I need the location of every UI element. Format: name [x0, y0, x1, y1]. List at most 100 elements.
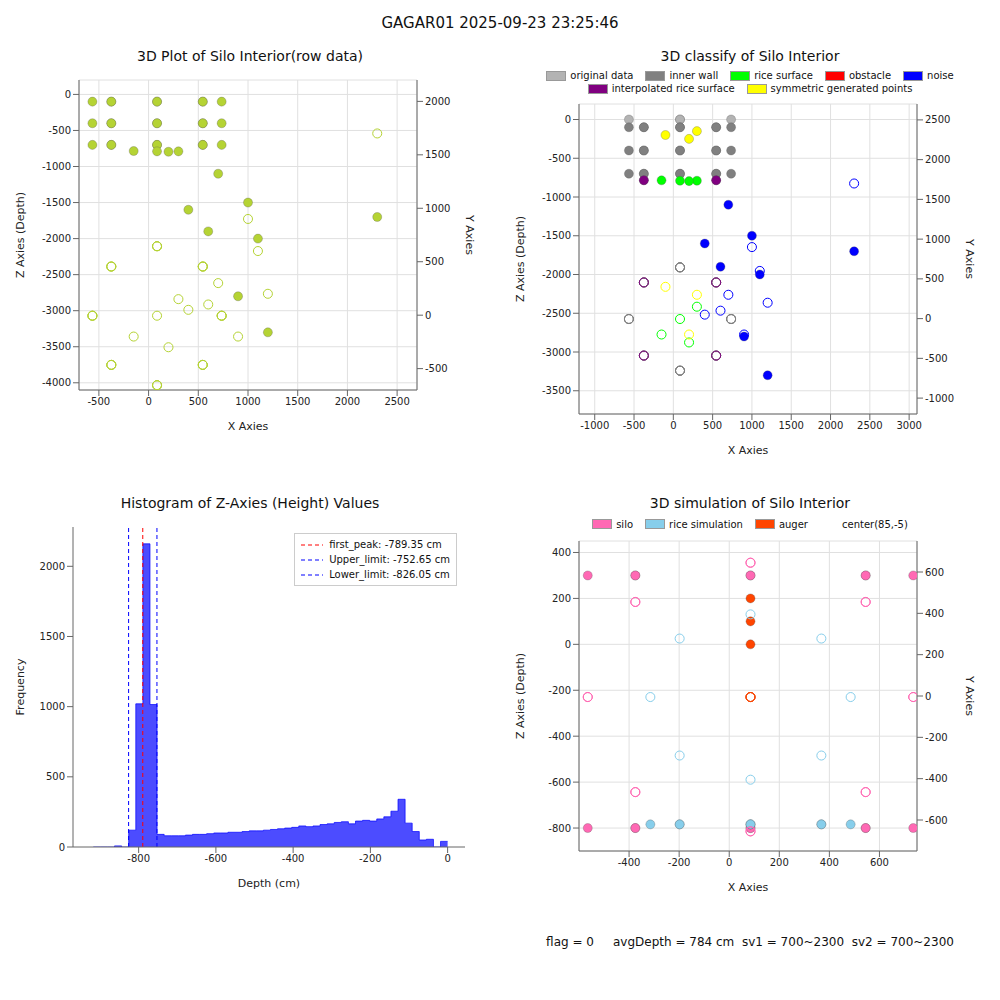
html-text:auger: auger	[778, 518, 808, 530]
svg-text:1000: 1000	[425, 203, 450, 214]
svg-text:-200: -200	[925, 732, 948, 743]
svg-text:Z Axies (Depth): Z Axies (Depth)	[14, 192, 27, 278]
svg-text:500: 500	[703, 420, 722, 431]
svg-text:0: 0	[565, 114, 571, 125]
svg-text:-3000: -3000	[542, 347, 571, 358]
html-text:original data: original data	[570, 70, 634, 81]
svg-text:-600: -600	[205, 853, 228, 864]
svg-text:Y Axies: Y Axies	[963, 675, 976, 716]
svg-text:2000: 2000	[335, 396, 360, 407]
svg-text:X Axies: X Axies	[728, 444, 769, 457]
svg-text:1000: 1000	[235, 396, 260, 407]
svg-text:-2000: -2000	[42, 233, 71, 244]
svg-text:-2500: -2500	[542, 308, 571, 319]
svg-text:-1000: -1000	[925, 393, 954, 404]
svg-text:0: 0	[925, 313, 931, 324]
svg-text:0: 0	[65, 89, 71, 100]
svg-text:0: 0	[565, 639, 571, 650]
svg-text:1500: 1500	[925, 194, 950, 205]
html-text:inner wall: inner wall	[669, 70, 719, 81]
svg-text:0: 0	[425, 310, 431, 321]
svg-text:-500: -500	[88, 396, 111, 407]
svg-text:1500: 1500	[40, 631, 65, 642]
svg-text:2000: 2000	[818, 420, 843, 431]
svg-text:-500: -500	[623, 420, 646, 431]
svg-text:1000: 1000	[739, 420, 764, 431]
svg-text:-400: -400	[548, 731, 571, 742]
html-text:silo: silo	[616, 518, 633, 530]
svg-text:2000: 2000	[425, 96, 450, 107]
svg-text:-3500: -3500	[42, 341, 71, 352]
svg-text:0: 0	[925, 691, 931, 702]
svg-text:200: 200	[552, 593, 571, 604]
svg-text:2500: 2500	[384, 396, 409, 407]
svg-text:-1500: -1500	[42, 197, 71, 208]
svg-text:-1500: -1500	[542, 230, 571, 241]
svg-text:2500: 2500	[857, 420, 882, 431]
html-text:3D simulation of Silo Interior: 3D simulation of Silo Interior	[649, 495, 851, 511]
svg-text:Depth (cm): Depth (cm)	[238, 877, 300, 890]
svg-text:-500: -500	[48, 125, 71, 136]
svg-text:Y Axies: Y Axies	[463, 214, 476, 255]
svg-text:1500: 1500	[285, 396, 310, 407]
svg-text:-500: -500	[925, 353, 948, 364]
svg-text:-500: -500	[425, 363, 448, 374]
svg-text:0: 0	[444, 853, 450, 864]
svg-text:-2000: -2000	[542, 269, 571, 280]
svg-text:1000: 1000	[925, 234, 950, 245]
svg-text:Frequency: Frequency	[14, 658, 27, 715]
svg-text:Y Axies: Y Axies	[963, 238, 976, 279]
svg-text:400: 400	[820, 857, 839, 868]
svg-text:Z Axies (Depth): Z Axies (Depth)	[514, 216, 527, 302]
svg-text:-200: -200	[359, 853, 382, 864]
svg-text:400: 400	[925, 608, 944, 619]
svg-text:-600: -600	[548, 777, 571, 788]
svg-text:600: 600	[870, 857, 889, 868]
svg-text:500: 500	[46, 771, 65, 782]
html-text:rice simulation: rice simulation	[669, 518, 743, 530]
svg-text:400: 400	[552, 547, 571, 558]
svg-text:Z Axies (Depth): Z Axies (Depth)	[514, 653, 527, 739]
svg-text:-1000: -1000	[42, 161, 71, 172]
svg-text:500: 500	[425, 256, 444, 267]
svg-text:-500: -500	[548, 153, 571, 164]
svg-text:-1000: -1000	[542, 192, 571, 203]
svg-text:200: 200	[925, 649, 944, 660]
svg-text:-4000: -4000	[42, 377, 71, 388]
svg-text:-3500: -3500	[542, 385, 571, 396]
svg-text:-800: -800	[548, 823, 571, 834]
svg-text:-200: -200	[548, 685, 571, 696]
svg-text:1500: 1500	[425, 149, 450, 160]
svg-text:-800: -800	[127, 853, 150, 864]
svg-text:1000: 1000	[40, 701, 65, 712]
svg-text:X Axies: X Axies	[728, 881, 769, 894]
svg-text:200: 200	[770, 857, 789, 868]
html-text:center(85,-5): center(85,-5)	[842, 518, 908, 530]
svg-text:-400: -400	[282, 853, 305, 864]
html-text:3D classify of Silo Interior: 3D classify of Silo Interior	[660, 48, 840, 64]
svg-text:3000: 3000	[896, 420, 921, 431]
html-text:flag = 0 avgDepth = 784 cm sv1: flag = 0 avgDepth = 784 cm sv1 = 700~230…	[546, 935, 954, 949]
svg-text:500: 500	[925, 273, 944, 284]
html-text:Histogram of Z-Axies (Height): Histogram of Z-Axies (Height) Values	[120, 495, 380, 511]
svg-text:X Axies: X Axies	[228, 420, 269, 433]
svg-text:-200: -200	[668, 857, 691, 868]
svg-text:500: 500	[189, 396, 208, 407]
svg-text:600: 600	[925, 567, 944, 578]
svg-text:2000: 2000	[925, 154, 950, 165]
svg-text:0: 0	[145, 396, 151, 407]
html-text:3D Plot of Silo Interior(row d: 3D Plot of Silo Interior(row data)	[137, 48, 363, 64]
html-text:GAGAR01 2025-09-23 23:25:46: GAGAR01 2025-09-23 23:25:46	[381, 14, 619, 32]
svg-text:-2500: -2500	[42, 269, 71, 280]
svg-text:-400: -400	[618, 857, 641, 868]
svg-text:2000: 2000	[40, 561, 65, 572]
svg-text:-1000: -1000	[580, 420, 609, 431]
svg-text:0: 0	[670, 420, 676, 431]
svg-text:1500: 1500	[779, 420, 804, 431]
svg-text:0: 0	[59, 842, 65, 853]
svg-text:2500: 2500	[925, 114, 950, 125]
svg-text:-600: -600	[925, 815, 948, 826]
svg-text:-400: -400	[925, 773, 948, 784]
svg-text:-3000: -3000	[42, 305, 71, 316]
svg-text:0: 0	[726, 857, 732, 868]
